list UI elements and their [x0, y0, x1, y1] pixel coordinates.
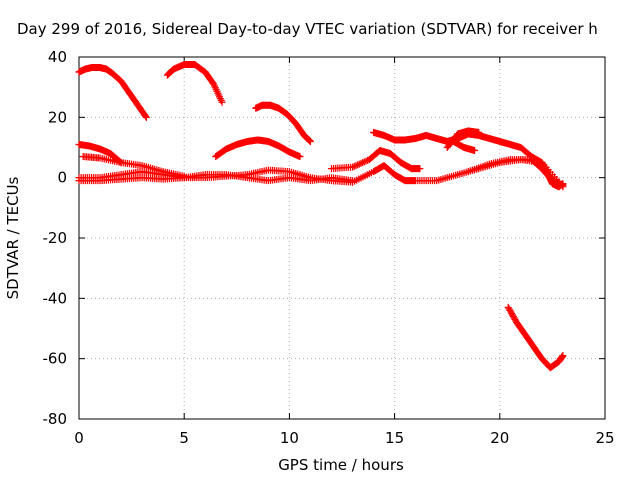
x-tick-labels: 0 5 10 15 20 25: [74, 429, 614, 447]
y-tick-label: -80: [43, 410, 68, 428]
data-point: [509, 312, 517, 320]
data-point: [559, 352, 567, 360]
y-tick-label: -60: [43, 350, 68, 368]
x-axis-label: GPS time / hours: [278, 456, 404, 474]
series-track-9: [327, 147, 424, 173]
data-point: [296, 153, 304, 161]
data-point: [504, 303, 512, 311]
y-tick-label: 0: [57, 169, 67, 187]
x-tick-label: 5: [179, 429, 189, 447]
data-point: [507, 308, 515, 316]
plot-frame: [78, 56, 606, 420]
y-tick-labels: -80 -60 -40 -20 0 20 40: [43, 48, 68, 428]
data-point: [218, 98, 226, 106]
y-tick-label: 20: [48, 108, 67, 126]
data-point: [475, 128, 483, 136]
y-axis-label: SDTVAR / TECUs: [4, 176, 22, 299]
x-tick-label: 15: [385, 429, 404, 447]
data-point: [355, 160, 363, 168]
series-track-1: [75, 64, 150, 121]
data-point: [306, 137, 314, 145]
series-track-12: [450, 137, 479, 155]
series-track-4: [75, 140, 125, 167]
x-tick-label: 20: [490, 429, 509, 447]
x-tick-label: 0: [74, 429, 84, 447]
data-point: [141, 112, 149, 120]
data-points: [75, 61, 567, 372]
series-track-6: [212, 136, 304, 161]
data-point: [416, 165, 424, 173]
y-tick-label: -40: [43, 289, 68, 307]
series-track-8: [75, 168, 357, 185]
data-point: [471, 147, 479, 155]
y-tick-label: 40: [48, 48, 67, 66]
series-track-3: [252, 101, 314, 145]
data-point: [508, 311, 516, 319]
grid-lines: [79, 57, 605, 419]
x-tick-label: 10: [280, 429, 299, 447]
data-point: [357, 159, 365, 167]
series-track-2: [163, 61, 226, 106]
data-point: [362, 157, 370, 165]
data-point: [511, 315, 519, 323]
series-track-14: [504, 303, 567, 372]
x-tick-label: 25: [595, 429, 614, 447]
data-point: [142, 113, 150, 121]
data-point: [349, 177, 357, 185]
data-point: [559, 181, 567, 189]
y-tick-label: -20: [43, 229, 68, 247]
data-point: [354, 161, 362, 169]
series-track-13: [464, 156, 567, 189]
series-track-11: [443, 127, 483, 151]
axis-ticks: [78, 56, 606, 420]
data-point: [505, 305, 513, 313]
data-point: [349, 163, 357, 171]
chart-title: Day 299 of 2016, Sidereal Day-to-day VTE…: [17, 20, 598, 38]
